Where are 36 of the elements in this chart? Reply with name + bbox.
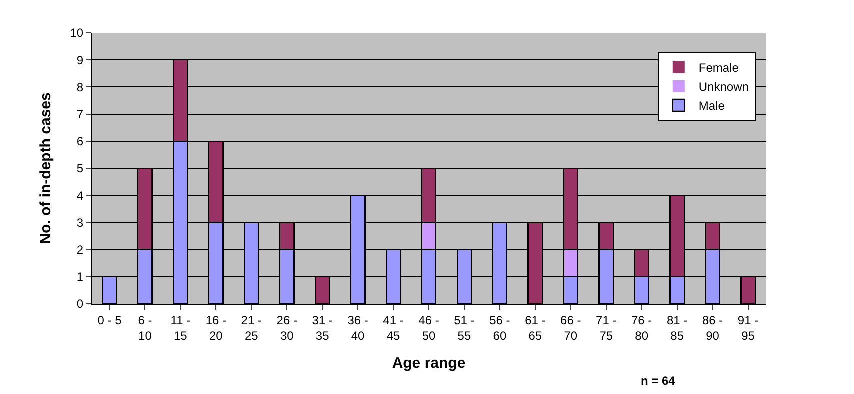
x-tick-label: 81 - 85: [666, 313, 688, 343]
x-tick-label: 31 - 35: [312, 313, 333, 343]
legend-label: Unknown: [698, 80, 749, 94]
y-tick-label: 4: [76, 188, 84, 203]
x-tick-label: 46 - 50: [418, 313, 440, 343]
y-tick-label: 5: [76, 162, 84, 176]
x-tick-label: 36 - 40: [348, 313, 368, 343]
x-axis-title: Age range: [392, 355, 466, 372]
y-tick-label: 9: [76, 53, 84, 68]
x-tick-label: 51 - 55: [454, 313, 475, 343]
y-tick-label: 8: [76, 80, 84, 94]
x-tick-label: 86 - 90: [702, 313, 724, 343]
x-tick-label: 71 - 75: [596, 313, 617, 343]
y-tick-label: 2: [76, 243, 84, 257]
y-tick-label: 6: [76, 134, 84, 149]
y-tick-label: 0: [76, 297, 84, 312]
legend-label: Male: [698, 99, 726, 114]
x-tick-label: 76 - 80: [631, 313, 652, 343]
x-tick-label: 16 - 20: [206, 313, 227, 343]
y-tick-label: 3: [76, 216, 84, 230]
x-tick-label: 6 - 10: [138, 313, 152, 343]
x-tick-label: 11 - 15: [170, 313, 191, 343]
y-axis-title: No. of in-depth cases: [37, 92, 54, 244]
text: n = 64: [641, 374, 676, 388]
x-tick-label: 0 - 5: [98, 313, 122, 328]
y-tick-label: 10: [70, 26, 84, 40]
legend-label: Female: [698, 61, 740, 76]
x-tick-label: 26 - 30: [276, 313, 298, 343]
x-tick-label: 66 - 70: [560, 313, 582, 343]
x-tick-label: 21 - 25: [241, 313, 262, 343]
x-tick-label: 91 - 95: [738, 313, 759, 343]
x-tick-label: 41 - 45: [383, 313, 404, 343]
x-tick-label: 61 - 65: [525, 313, 546, 343]
x-tick-label: 56 - 60: [490, 313, 510, 343]
y-tick-label: 1: [76, 270, 84, 284]
y-tick-label: 7: [76, 108, 84, 122]
